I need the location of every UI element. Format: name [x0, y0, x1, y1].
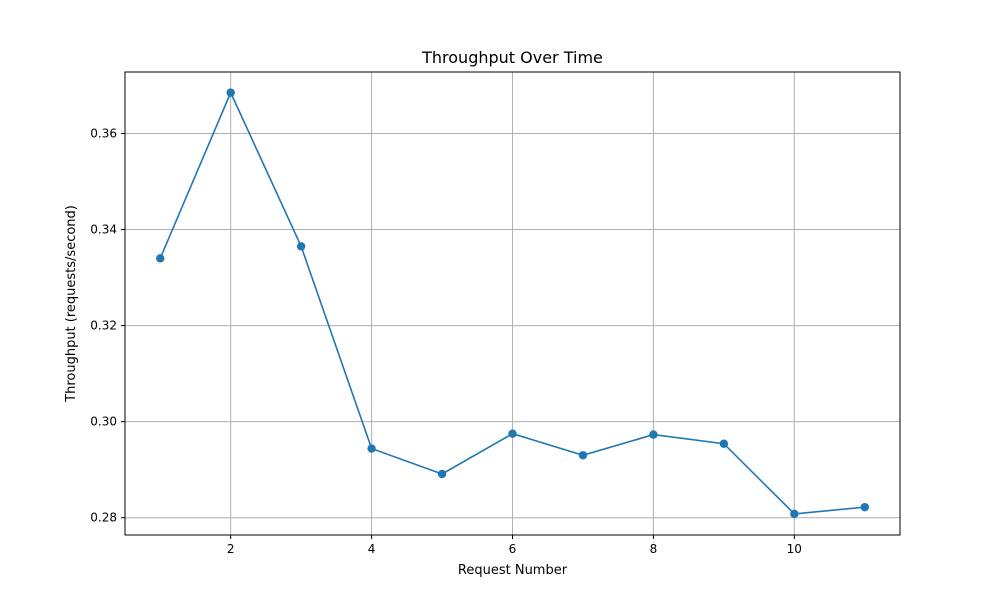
chart-title: Throughput Over Time: [421, 48, 603, 67]
data-point: [790, 509, 799, 519]
series: [156, 88, 869, 519]
data-point: [719, 439, 729, 448]
data-point: [156, 254, 165, 263]
y-tick-label: 0.30: [90, 415, 117, 429]
grid: [125, 72, 900, 535]
x-tick-label: 10: [787, 542, 802, 556]
y-tick-label: 0.36: [90, 126, 117, 140]
data-point: [508, 429, 517, 438]
x-tick-label: 8: [650, 542, 658, 556]
data-point: [296, 242, 306, 251]
x-tick-label: 6: [509, 542, 517, 556]
data-point: [578, 451, 588, 460]
y-tick-label: 0.34: [90, 223, 117, 237]
data-point: [367, 444, 376, 453]
x-tick-label: 4: [368, 542, 376, 556]
y-tick-label: 0.28: [90, 511, 117, 525]
data-point: [860, 502, 869, 512]
axis-ticks: 2 4 6 8 10 0.28 0.30 0.32 0.34 0.36: [90, 126, 802, 556]
data-point: [649, 430, 658, 439]
x-tick-label: 2: [227, 542, 235, 556]
x-axis-label: Request Number: [458, 563, 568, 578]
y-tick-label: 0.32: [90, 319, 117, 333]
data-point: [226, 88, 235, 97]
data-point: [437, 469, 447, 479]
y-axis-label: Throughput (requests/second): [64, 205, 79, 403]
